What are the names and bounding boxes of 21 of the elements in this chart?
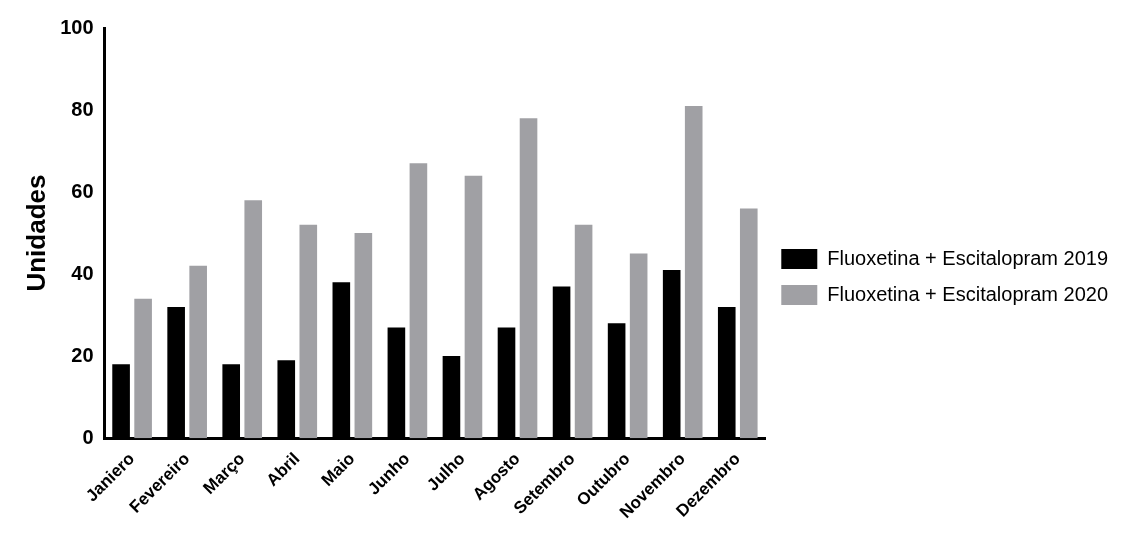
- y-tick-label: 80: [71, 97, 94, 120]
- y-tick-label: 20: [71, 343, 94, 366]
- bar: [299, 224, 318, 439]
- y-axis-title: Unidades: [20, 174, 51, 292]
- bar: [244, 200, 263, 439]
- bar: [134, 298, 152, 439]
- bar: [409, 163, 428, 439]
- y-tick-label: 40: [71, 261, 94, 284]
- y-tick-label: 0: [82, 425, 94, 448]
- legend-label: Fluoxetina + Escitalopram 2020: [827, 282, 1109, 305]
- bar: [684, 105, 703, 439]
- legend-label: Fluoxetina + Escitalopram 2019: [827, 246, 1109, 269]
- bar: [629, 253, 648, 439]
- bar: [189, 265, 207, 439]
- bar: [354, 233, 373, 439]
- y-tick-label: 60: [71, 179, 94, 202]
- bar: [519, 118, 538, 439]
- y-tick-label: 100: [60, 15, 94, 38]
- bar: [739, 208, 758, 439]
- bar: [464, 175, 483, 439]
- bar: [574, 224, 593, 439]
